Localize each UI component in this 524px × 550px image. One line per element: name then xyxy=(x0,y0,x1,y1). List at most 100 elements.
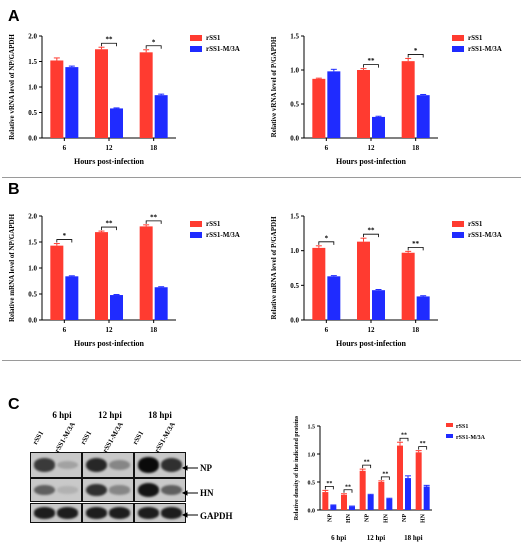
significance-label: ** xyxy=(345,484,351,490)
bar-rss1-m3a xyxy=(330,505,337,510)
significance-bracket xyxy=(362,464,372,469)
y-tick-label: 1.0 xyxy=(28,265,37,273)
group-label: 6 hpi xyxy=(331,534,346,542)
bar-rss1-m3a xyxy=(110,108,123,138)
legend-label: rSS1 xyxy=(206,220,221,228)
y-tick-label: 0.0 xyxy=(290,135,299,143)
legend-label: rSS1-M/3A xyxy=(468,231,502,239)
bar-rss1-m3a xyxy=(65,276,79,320)
y-tick-label: 1.0 xyxy=(308,453,316,459)
x-tick-label: 6 xyxy=(63,144,67,152)
significance-bracket xyxy=(407,246,424,251)
significance-label: ** xyxy=(106,36,114,44)
significance-bracket xyxy=(56,239,73,243)
y-tick-label: 1.5 xyxy=(290,213,299,221)
legend-label: rSS1 xyxy=(206,34,221,42)
blot-band xyxy=(161,484,182,496)
significance-label: * xyxy=(63,232,67,240)
bar-rss1-m3a xyxy=(416,95,430,138)
x-axis-label: Hours post-infection xyxy=(336,339,407,348)
y-axis-label: Relative mRNA level of NP/GAPDH xyxy=(8,213,16,322)
y-tick-label: 0.5 xyxy=(290,282,299,290)
bar-rss1-m3a xyxy=(372,116,385,138)
y-tick-label: 2.0 xyxy=(28,213,37,221)
blot-box xyxy=(134,452,186,478)
chart-b-mrna-np: 0.0 0.5 1.0 1.5 2.0 Relative mRNA level of NP… xyxy=(8,213,240,349)
x-tick-label: 18 xyxy=(150,144,158,152)
x-tick-label: 12 xyxy=(106,326,114,334)
chart-a-vrna-p: 0.0 0.5 1.0 1.5 Relative vRNA level of P/GAP… xyxy=(270,33,502,167)
significance-label: * xyxy=(414,47,418,55)
legend-label: rSS1-M/3A xyxy=(206,45,240,53)
blot-box xyxy=(30,503,82,523)
bar-rss1 xyxy=(139,226,153,320)
x-tick-label: HN xyxy=(383,513,389,523)
bar-rss1 xyxy=(357,70,370,138)
x-tick-label: HN xyxy=(421,513,427,523)
legend-swatch xyxy=(446,434,453,438)
legend-swatch xyxy=(190,221,202,227)
significance-label: ** xyxy=(420,441,426,447)
blot-band xyxy=(161,507,182,519)
bar-rss1-m3a xyxy=(423,486,430,510)
bar-rss1 xyxy=(50,60,64,139)
blot-box xyxy=(134,503,186,523)
chart-a-vrna-np: 0.0 0.5 1.0 1.5 2.0 Relative vRNA level of NP… xyxy=(8,33,240,167)
bar-rss1 xyxy=(95,232,108,320)
blot-band xyxy=(161,458,182,472)
blot-row-label-np: NP xyxy=(200,463,212,473)
blot-band xyxy=(34,458,55,472)
bar-rss1-m3a xyxy=(372,290,385,320)
blot-band xyxy=(86,507,107,519)
bar-rss1 xyxy=(312,78,326,138)
bar-rss1 xyxy=(378,482,385,510)
blot-band xyxy=(86,457,107,473)
y-tick-label: 1.5 xyxy=(308,425,316,431)
y-tick-label: 0.0 xyxy=(28,135,37,143)
significance-label: * xyxy=(152,38,156,46)
lane-label: rSS1 xyxy=(79,429,94,446)
blot-arrows xyxy=(182,465,198,518)
legend-swatch xyxy=(452,35,464,41)
x-tick-label: 18 xyxy=(150,326,158,334)
blot-band xyxy=(57,507,78,519)
significance-label: ** xyxy=(382,471,388,477)
significance-bracket xyxy=(380,476,390,480)
bar-rss1-m3a xyxy=(154,95,168,138)
y-axis-label: Relative mRNA level of P/GAPDH xyxy=(270,216,278,320)
y-tick-label: 0.5 xyxy=(28,109,37,117)
significance-label: ** xyxy=(326,481,332,487)
legend-swatch xyxy=(452,221,464,227)
blot-band xyxy=(138,457,159,473)
significance-bracket xyxy=(343,489,353,493)
bar-rss1-m3a xyxy=(405,478,411,510)
blot-band xyxy=(109,459,130,471)
blot-row-label-gapdh: GAPDH xyxy=(200,511,233,521)
x-tick-label: 6 xyxy=(63,326,67,334)
x-tick-label: NP xyxy=(327,514,333,522)
y-tick-label: 0.5 xyxy=(290,101,299,109)
legend-swatch xyxy=(452,46,464,52)
blot-band xyxy=(57,460,78,470)
group-label: 18 hpi xyxy=(404,534,423,542)
panel-letter-a: A xyxy=(8,8,20,25)
blot-band xyxy=(109,507,130,519)
blot-band xyxy=(86,483,107,497)
x-axis-label: Hours post-infection xyxy=(74,157,145,166)
lane-label: rSS1-M/3A xyxy=(101,420,125,454)
x-tick-label: 18 xyxy=(412,144,420,152)
significance-label: ** xyxy=(412,240,420,248)
bar-rss1 xyxy=(341,494,347,510)
blot-row-label-hn: HN xyxy=(200,488,214,498)
y-tick-label: 2.0 xyxy=(28,33,37,41)
legend-swatch xyxy=(190,35,202,41)
blot-box xyxy=(134,478,186,502)
legend-label: rSS1 xyxy=(468,220,483,228)
bar-rss1 xyxy=(322,492,329,510)
bar-rss1-m3a xyxy=(327,71,341,138)
lane-label: rSS1-M/3A xyxy=(53,420,77,454)
blot-box xyxy=(82,478,134,502)
legend-swatch xyxy=(190,46,202,52)
chart-b-mrna-p: 0.0 0.5 1.0 1.5 Relative mRNA level of P/GAP… xyxy=(270,213,502,349)
significance-label: ** xyxy=(368,227,376,235)
